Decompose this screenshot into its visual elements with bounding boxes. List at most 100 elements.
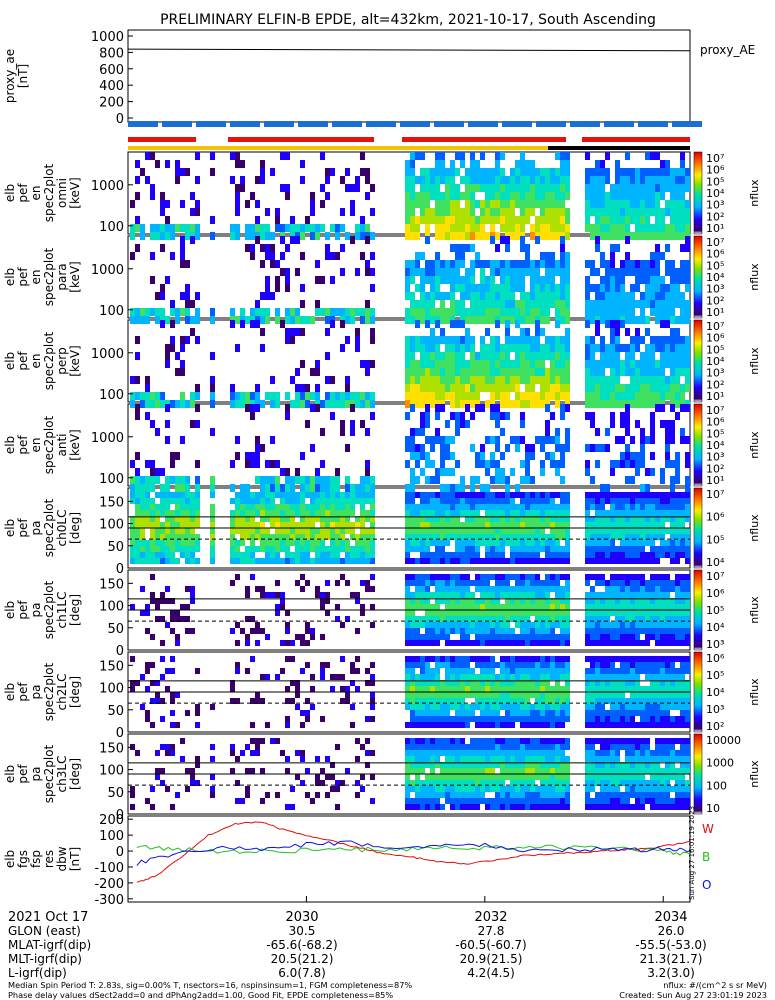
pitch-angle-cell: [540, 662, 545, 668]
pitch-angle-cell: [435, 716, 440, 722]
pitch-angle-cell: [140, 704, 145, 710]
pitch-angle-cell: [630, 492, 635, 498]
pitch-angle-cell: [555, 558, 560, 564]
spectrogram-cell: [320, 476, 325, 484]
pitch-angle-cell: [165, 534, 170, 540]
spectrogram-cell: [430, 208, 435, 216]
spectrogram-cell: [275, 316, 280, 324]
pitch-angle-cell: [680, 668, 685, 674]
spectrogram-cell: [505, 484, 510, 492]
pitch-angle-cell: [465, 674, 470, 680]
pitch-angle-cell: [430, 674, 435, 680]
pitch-angle-cell: [510, 492, 515, 498]
spectrogram-cell: [465, 316, 470, 324]
spectrogram-cell: [340, 224, 345, 232]
spectrogram-cell: [615, 284, 620, 292]
pitch-angle-cell: [150, 698, 155, 704]
spectrogram-cell: [135, 216, 140, 224]
pitch-angle-cell: [515, 592, 520, 598]
pitch-angle-cell: [645, 516, 650, 522]
spectrogram-cell: [490, 392, 495, 400]
pitch-angle-cell: [365, 546, 370, 552]
pitch-angle-cell: [680, 574, 685, 580]
pitch-angle-cell: [305, 640, 310, 646]
spectrogram-cell: [175, 484, 180, 492]
pitch-angle-cell: [640, 492, 645, 498]
pitch-angle-cell: [335, 804, 340, 810]
pitch-angle-cell: [190, 598, 195, 604]
spectrogram-cell: [175, 224, 180, 232]
pitch-angle-cell: [640, 510, 645, 516]
spectrogram-cell: [135, 376, 140, 384]
spectrogram-cell: [285, 308, 290, 316]
pitch-angle-cell: [505, 586, 510, 592]
pitch-angle-cell: [405, 622, 410, 628]
spectrogram-cell: [505, 192, 510, 200]
pitch-angle-cell: [275, 528, 280, 534]
pitch-angle-cell: [480, 704, 485, 710]
spectrogram-cell: [150, 420, 155, 428]
pitch-angle-cell: [610, 586, 615, 592]
spectrogram-cell: [425, 384, 430, 392]
pitch-angle-cell: [210, 774, 215, 780]
spectrogram-cell: [190, 420, 195, 428]
spectrogram-cell: [365, 236, 370, 244]
spectrogram-cell: [665, 244, 670, 252]
pitch-angle-cell: [510, 510, 515, 516]
spectrogram-cell: [510, 468, 515, 476]
spectrogram-cell: [600, 224, 605, 232]
spectrogram-cell: [530, 268, 535, 276]
pitch-angle-cell: [590, 540, 595, 546]
spectrogram-cell: [510, 184, 515, 192]
spectrogram-cell: [150, 392, 155, 400]
pitch-angle-cell: [365, 510, 370, 516]
pitch-angle-cell: [155, 516, 160, 522]
pitch-angle-cell: [180, 738, 185, 744]
pitch-angle-cell: [260, 546, 265, 552]
pitch-angle-cell: [160, 616, 165, 622]
pitch-angle-cell: [520, 558, 525, 564]
pitch-angle-cell: [335, 528, 340, 534]
spectrogram-cell: [455, 216, 460, 224]
pitch-angle-cell: [645, 616, 650, 622]
pitch-angle-cell: [455, 546, 460, 552]
spectrogram-cell: [265, 476, 270, 484]
pitch-angle-cell: [420, 750, 425, 756]
pitch-angle-cell: [615, 504, 620, 510]
pitch-angle-cell: [435, 698, 440, 704]
spectrogram-cell: [455, 360, 460, 368]
pitch-angle-cell: [620, 546, 625, 552]
pitch-angle-cell: [160, 768, 165, 774]
pitch-angle-cell: [175, 722, 180, 728]
pitch-angle-cell: [600, 522, 605, 528]
pitch-angle-cell: [145, 546, 150, 552]
spectrogram-cell: [665, 224, 670, 232]
spectrogram-cell: [370, 412, 375, 420]
pitch-angle-cell: [525, 580, 530, 586]
pitch-angle-cell: [430, 768, 435, 774]
spectrogram-cell: [595, 300, 600, 308]
spectrogram-cell: [590, 376, 595, 384]
pitch-angle-cell: [150, 786, 155, 792]
spectrogram-cell: [470, 316, 475, 324]
spectrogram-cell: [345, 444, 350, 452]
pitch-angle-cell: [480, 686, 485, 692]
spectrogram-cell: [440, 300, 445, 308]
pitch-angle-cell: [535, 716, 540, 722]
pitch-angle-cell: [420, 546, 425, 552]
spectrogram-cell: [650, 352, 655, 360]
pitch-angle-cell: [640, 558, 645, 564]
spectrogram-cell: [515, 268, 520, 276]
pitch-angle-cell: [560, 592, 565, 598]
pitch-angle-cell: [430, 656, 435, 662]
pitch-angle-cell: [685, 574, 690, 580]
spectrogram-cell: [470, 400, 475, 408]
spectrogram-cell: [495, 392, 500, 400]
pitch-angle-cell: [525, 686, 530, 692]
pitch-angle-cell: [415, 634, 420, 640]
pitch-angle-cell: [410, 762, 415, 768]
pitch-angle-cell: [310, 498, 315, 504]
pitch-angle-cell: [420, 574, 425, 580]
pitch-angle-cell: [435, 662, 440, 668]
spectrogram-cell: [615, 232, 620, 240]
